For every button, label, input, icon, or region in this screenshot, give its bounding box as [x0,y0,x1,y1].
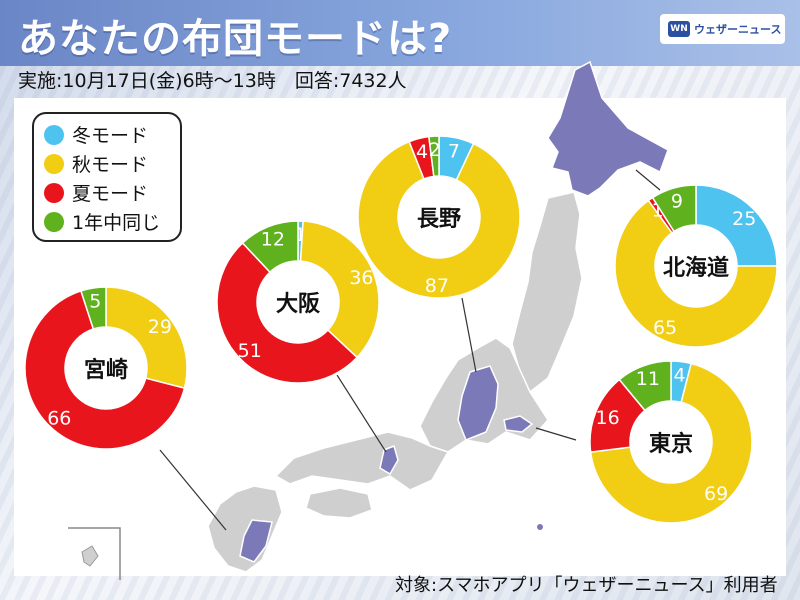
donut-slice-osaka-2 [216,241,359,384]
donut-value-label: 5 [89,291,101,313]
donut-slice-tokyo-1 [589,362,753,524]
map-miyazaki [239,519,273,563]
legend-label: 秋モード [72,154,149,176]
donut-value-label: 9 [671,191,683,213]
legend-label: 1年中同じ [72,212,161,234]
donut-city-label: 北海道 [663,255,729,281]
donut-slice-osaka-3 [241,220,299,274]
weathernews-logo: WN ウェザーニュース [660,14,785,44]
donut-tokyo: 4 69 16 11 東京 [588,359,754,525]
survey-source: 対象:スマホアプリ「ウェザーニュース」利用者 [395,575,778,596]
donut-slice-nagano-1 [357,140,521,299]
connector-tokyo [535,427,577,441]
title-bar: あなたの布団モードは? WN ウェザーニュース [0,0,800,66]
legend-label: 冬モード [72,125,149,147]
legend-swatch-icon [44,124,64,145]
map-shikoku [305,487,373,519]
connector-hokkaido [635,169,661,191]
donut-city-label: 宮崎 [84,357,128,383]
donut-value-label: 65 [653,317,677,339]
donut-slice-hokkaido-1 [614,199,778,348]
chart-legend: 冬モード 秋モード 夏モード 1年中同じ [32,112,182,242]
connector-osaka [329,363,387,453]
donut-value-label: 51 [238,340,262,362]
donut-value-label: 4 [674,364,686,386]
page-title: あなたの布団モードは? [18,16,453,62]
donut-miyazaki: 29 66 5 宮崎 [23,285,189,451]
donut-value-label: 16 [595,407,619,429]
donut-value-label: 2 [429,139,441,161]
logo-mark-icon: WN [668,21,690,37]
donut-value-label: 7 [448,140,460,162]
donut-slice-hokkaido-3 [651,184,697,233]
donut-value-label: 87 [425,275,449,297]
map-hokkaido [547,60,669,197]
donut-value-label: 25 [732,208,756,230]
donut-slice-miyazaki-2 [24,290,186,450]
donut-value-label: 69 [704,483,728,505]
donut-slice-miyazaki-3 [80,286,107,330]
legend-swatch-icon [44,211,64,232]
legend-item-same: 1年中同じ [44,207,180,236]
legend-item-summer: 夏モード [44,178,180,207]
donut-value-label: 29 [148,316,172,338]
donut-value-label: 12 [261,229,285,251]
donut-city-label: 東京 [649,431,693,457]
donut-city-label: 長野 [417,207,461,232]
connector-nagano [461,297,477,373]
map-tohoku [511,191,583,394]
survey-subtitle: 実施:10月17日(金)6時〜13時 回答:7432人 [18,70,407,92]
donut-value-label: 36 [349,267,373,289]
map-okinawa-inset-frame [68,527,121,580]
donut-slice-osaka-1 [299,220,380,359]
map-osaka [379,444,399,476]
map-kinki-chugoku [274,431,450,491]
map-tokyo [503,415,534,433]
donut-value-label: 66 [47,408,71,430]
legend-swatch-icon [44,182,64,203]
donut-city-label: 大阪 [276,292,320,317]
donut-slice-miyazaki-1 [105,286,188,390]
donut-value-label: 11 [636,368,660,390]
donut-value-label: 4 [416,141,428,163]
donut-nagano: 7 87 4 2 長野 [356,134,522,300]
donut-slice-tokyo-3 [618,360,672,412]
connector-miyazaki [159,449,227,531]
map-nagano [457,365,499,441]
map-okinawa [81,545,99,567]
japan-map [68,60,669,580]
legend-label: 夏モード [72,183,149,205]
connector-lines [159,169,661,531]
logo-text: ウェザーニュース [694,23,782,36]
map-island [537,524,543,530]
legend-item-winter: 冬モード [44,120,180,149]
legend-item-autumn: 秋モード [44,149,180,178]
legend-swatch-icon [44,153,64,174]
donut-slice-nagano-3 [428,135,440,178]
